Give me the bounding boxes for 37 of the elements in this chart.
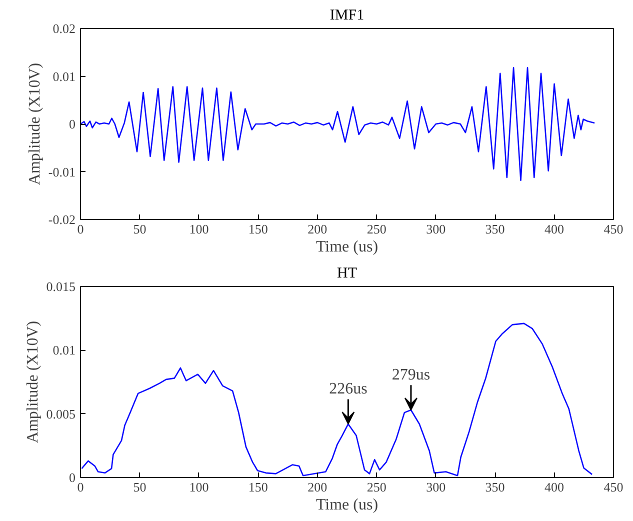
- x-tick-label: 250: [366, 222, 386, 236]
- chart-title: IMF1: [330, 8, 364, 24]
- x-tick-label: 400: [544, 222, 564, 236]
- y-tick-label: 0.015: [46, 279, 76, 294]
- x-tick-label: 350: [485, 480, 505, 494]
- x-tick-label: 250: [366, 480, 386, 494]
- y-tick-label: -0.01: [48, 164, 76, 180]
- x-axis-title: Time (us): [316, 496, 378, 514]
- y-tick-label: 0.02: [52, 21, 76, 36]
- x-tick-label: 350: [485, 222, 505, 236]
- x-tick-label: 450: [604, 480, 624, 494]
- y-axis-title: Amplitude (X10V): [26, 62, 44, 186]
- y-tick-label: 0: [69, 470, 76, 485]
- annotation: 279us: [392, 366, 430, 384]
- line-series: [80, 67, 596, 181]
- chart-title: HT: [337, 266, 357, 282]
- x-tick-label: 300: [426, 222, 446, 236]
- annotation: 226us: [329, 380, 368, 398]
- y-tick-label: 0: [69, 116, 76, 132]
- y-tick-label: 0.01: [52, 68, 76, 84]
- x-tick-label: 400: [544, 480, 564, 494]
- y-tick-label: 0.005: [46, 406, 76, 422]
- x-axis-title: Time (us): [316, 238, 378, 256]
- x-tick-label: 50: [133, 222, 146, 236]
- x-tick-label: 300: [426, 480, 446, 494]
- x-tick-label: 450: [604, 222, 624, 236]
- x-tick-label: 200: [308, 480, 328, 494]
- x-tick-label: 50: [133, 480, 146, 494]
- x-tick-label: 200: [308, 222, 328, 236]
- x-tick-label: 150: [248, 222, 268, 236]
- y-tick-label: 0.01: [52, 342, 76, 358]
- line-series: [81, 322, 593, 476]
- x-tick-label: 100: [189, 222, 209, 236]
- x-tick-label: 150: [248, 480, 268, 494]
- y-tick-label: -0.02: [48, 212, 76, 227]
- y-axis-title: Amplitude (X10V): [24, 320, 42, 444]
- x-tick-label: 100: [189, 480, 209, 494]
